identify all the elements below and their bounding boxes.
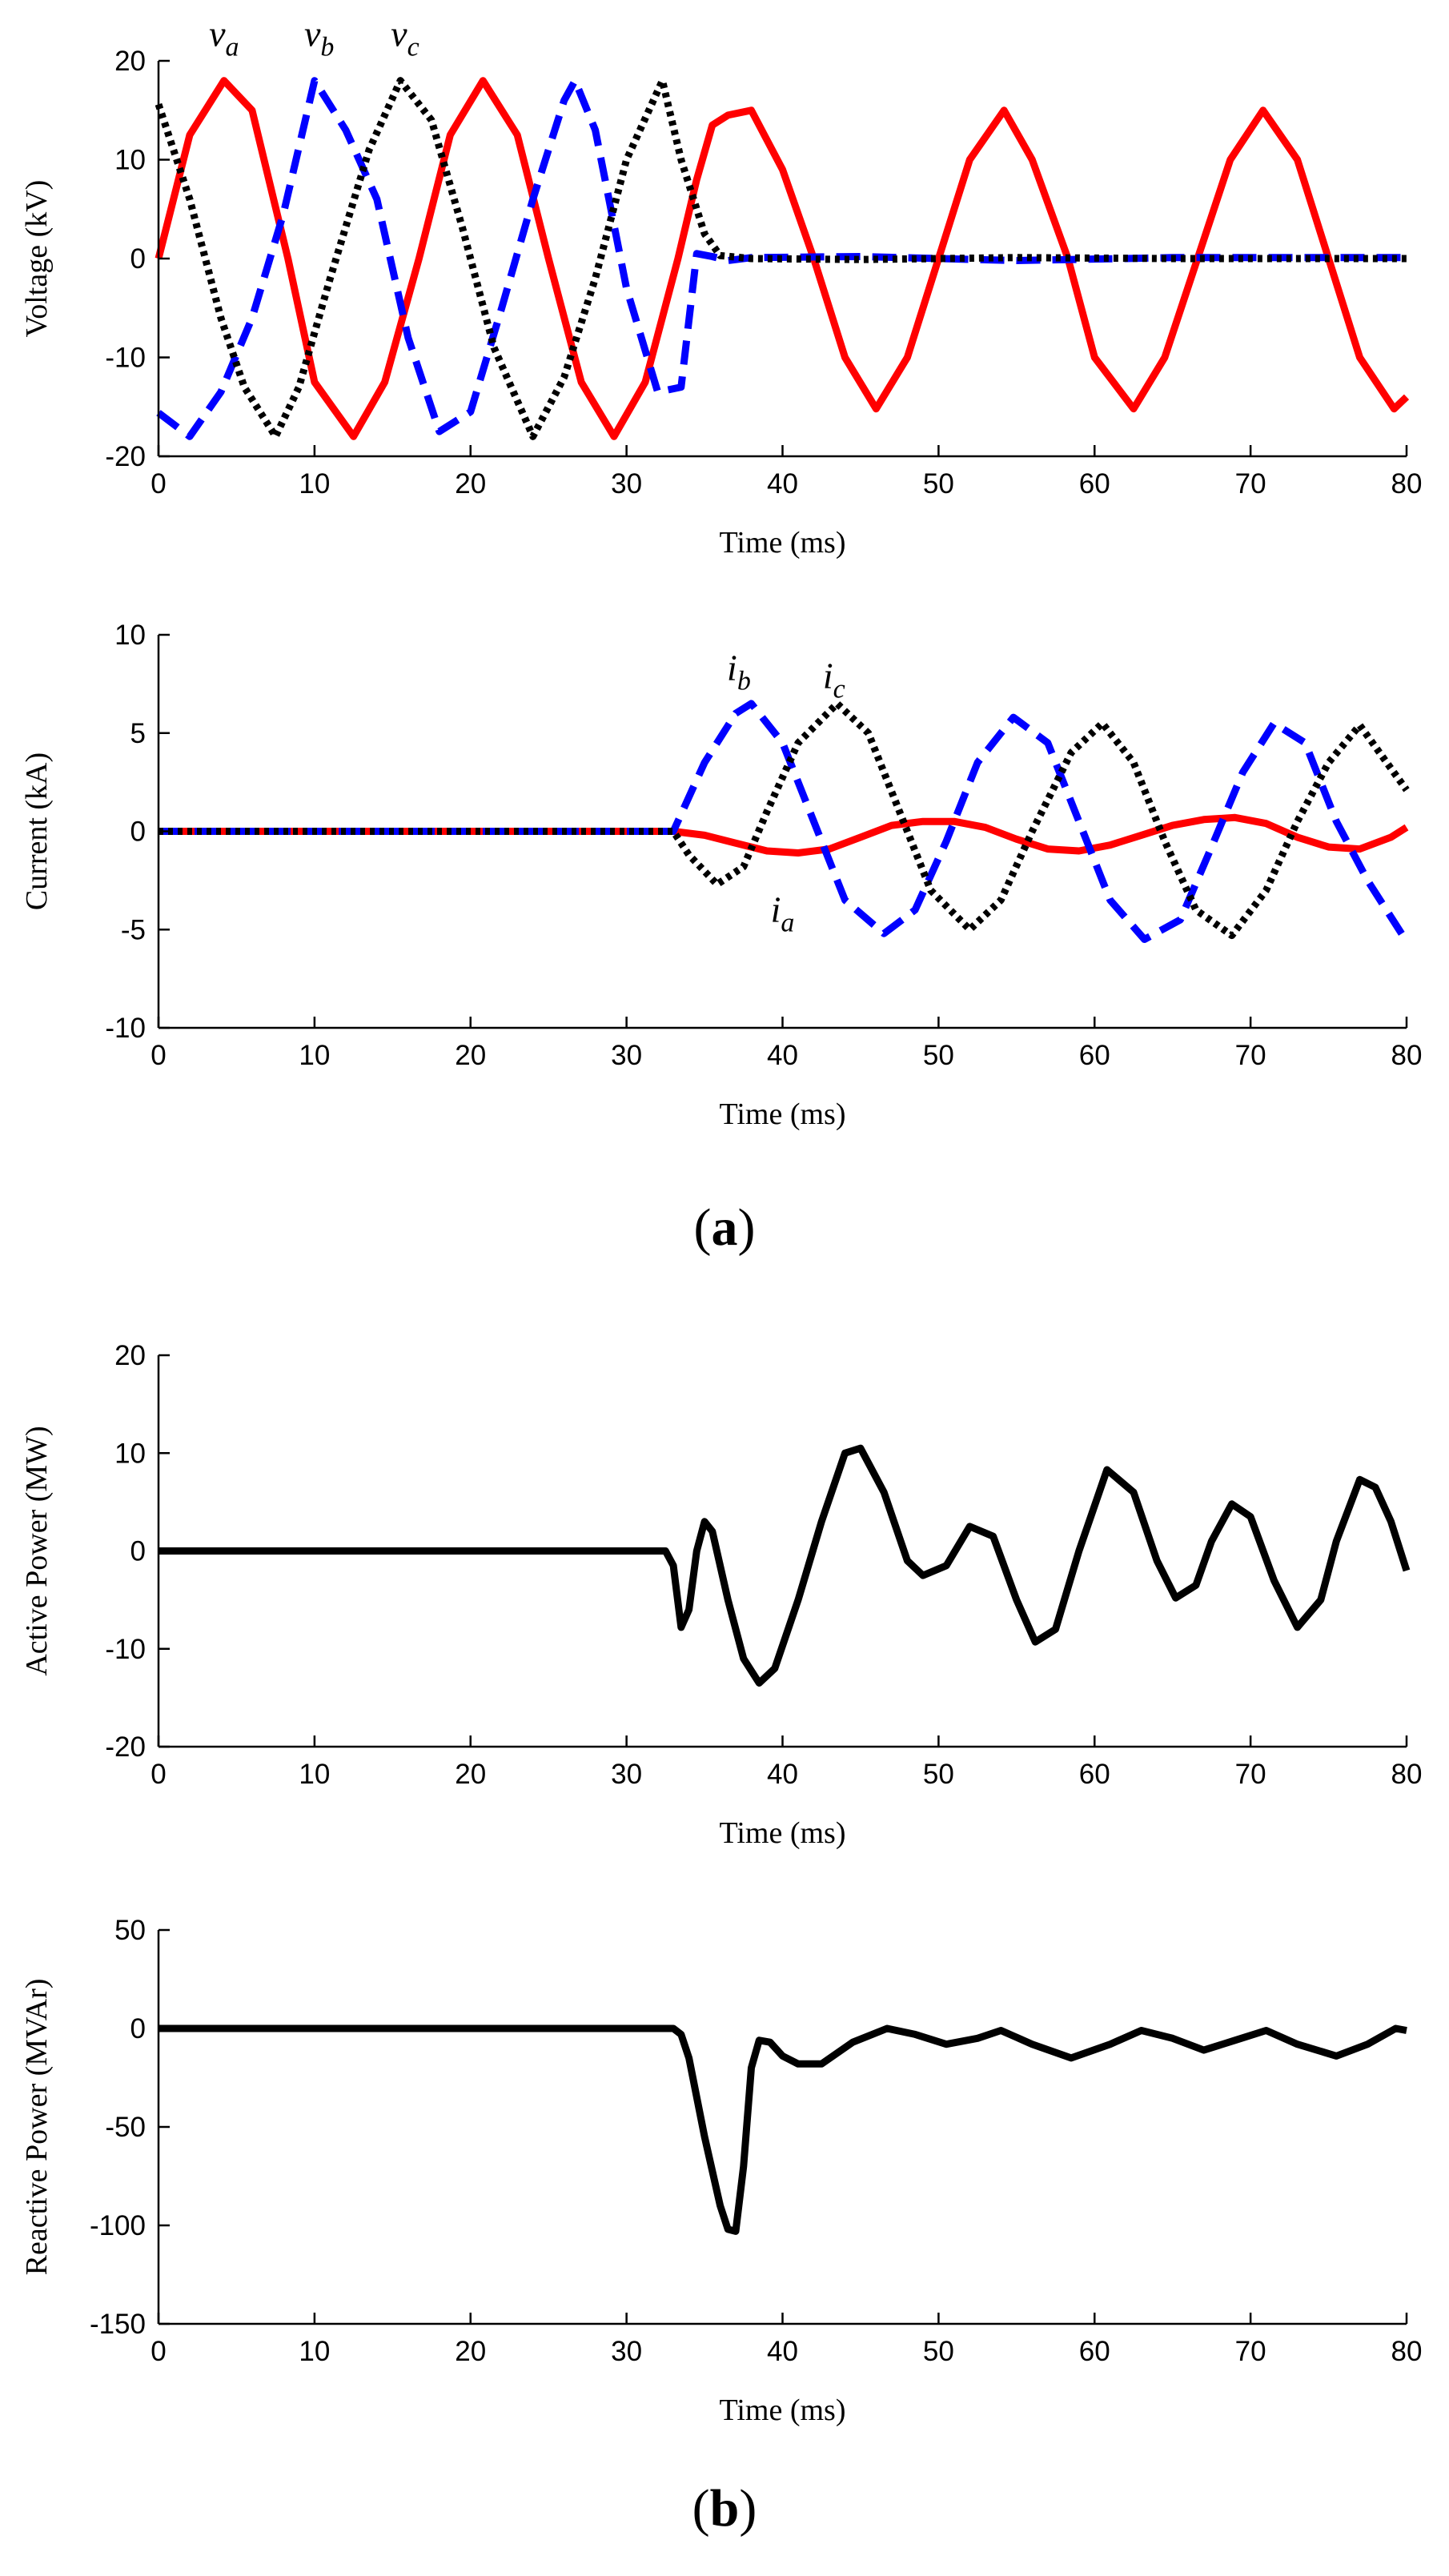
x-tick-label: 30 — [611, 1759, 642, 1790]
curve-annotation-vc: vc — [391, 13, 419, 62]
y-axis-label: Voltage (kV) — [20, 180, 54, 338]
x-tick-label: 0 — [151, 2336, 166, 2367]
y-axis-label: Current (kA) — [20, 752, 54, 910]
y-tick-label: -10 — [105, 1013, 146, 1044]
panel-label-b: (b) — [692, 2479, 757, 2538]
x-axis-label: Time (ms) — [719, 2393, 845, 2427]
y-tick-label: 0 — [130, 243, 146, 275]
series-line-ib — [159, 700, 1410, 944]
y-tick-label: 5 — [130, 718, 146, 749]
x-tick-label: 80 — [1391, 2336, 1423, 2367]
x-tick-label: 10 — [299, 2336, 330, 2367]
x-axis-label: Time (ms) — [719, 1097, 845, 1131]
x-tick-label: 80 — [1391, 1759, 1423, 1790]
x-tick-label: 50 — [923, 2336, 954, 2367]
series-line-ic — [159, 700, 1410, 940]
x-tick-label: 40 — [767, 468, 798, 500]
x-tick-label: 40 — [767, 1759, 798, 1790]
y-tick-label: -5 — [121, 914, 146, 945]
x-axis-label: Time (ms) — [719, 526, 845, 560]
curve-annotation-va: va — [209, 13, 239, 62]
y-tick-label: -100 — [90, 2210, 146, 2241]
y-tick-label: -10 — [105, 1634, 146, 1665]
panel-label-a: (a) — [694, 1198, 756, 1257]
y-tick-label: 20 — [114, 46, 146, 77]
x-tick-label: 60 — [1079, 1040, 1110, 1071]
x-tick-label: 10 — [299, 1759, 330, 1790]
y-tick-label: 0 — [130, 817, 146, 848]
x-tick-label: 70 — [1235, 1040, 1266, 1071]
reactive-power-chart: 0 10 20 30 40 50 60 70 80 -150 -100 -50 0 50 Time (ms)… — [20, 1915, 1422, 2427]
y-tick-label: 10 — [114, 620, 146, 651]
x-tick-label: 60 — [1079, 1759, 1110, 1790]
x-tick-label: 0 — [151, 468, 166, 500]
x-axis-label: Time (ms) — [719, 1816, 845, 1850]
x-tick-label: 40 — [767, 1040, 798, 1071]
voltage-chart: 0 10 20 30 40 50 60 70 80 -20 -10 0 10 20 Time (ms) Vol… — [20, 13, 1422, 560]
x-tick-label: 80 — [1391, 468, 1423, 500]
x-tick-label: 50 — [923, 1040, 954, 1071]
series-line-Q — [159, 2024, 1407, 2235]
curve-annotation-ic: ic — [823, 655, 845, 704]
y-tick-label: -10 — [105, 343, 146, 374]
x-tick-label: 0 — [151, 1759, 166, 1790]
curve-annotation-ia: ia — [771, 889, 795, 937]
y-tick-label: -20 — [105, 1731, 146, 1763]
x-tick-label: 40 — [767, 2336, 798, 2367]
series-line-va — [155, 77, 1410, 440]
x-tick-label: 20 — [455, 2336, 486, 2367]
y-tick-label: 10 — [114, 1438, 146, 1469]
x-tick-label: 80 — [1391, 1040, 1423, 1071]
x-tick-label: 50 — [923, 1759, 954, 1790]
y-tick-label: 20 — [114, 1340, 146, 1371]
x-tick-label: 50 — [923, 468, 954, 500]
curve-annotation-vb: vb — [304, 13, 334, 62]
x-tick-label: 10 — [299, 468, 330, 500]
y-axis-label: Active Power (MW) — [20, 1426, 54, 1675]
x-tick-label: 70 — [1235, 468, 1266, 500]
x-tick-label: 0 — [151, 1040, 166, 1071]
current-chart: 0 10 20 30 40 50 60 70 80 -10 -5 0 5 10 Time (ms) Curre… — [20, 620, 1422, 1131]
y-tick-label: 0 — [130, 2013, 146, 2044]
active-power-chart: 0 10 20 30 40 50 60 70 80 -20 -10 0 10 20 Time (ms) Act… — [20, 1340, 1422, 1850]
x-tick-label: 60 — [1079, 468, 1110, 500]
y-axis-label: Reactive Power (MVAr) — [20, 1979, 54, 2276]
x-tick-label: 70 — [1235, 1759, 1266, 1790]
series-line-vc — [155, 77, 1407, 440]
x-tick-label: 70 — [1235, 2336, 1266, 2367]
x-tick-label: 30 — [611, 2336, 642, 2367]
y-tick-label: -150 — [90, 2309, 146, 2340]
y-tick-label: 10 — [114, 145, 146, 176]
x-tick-label: 30 — [611, 1040, 642, 1071]
x-tick-label: 20 — [455, 1759, 486, 1790]
x-tick-label: 20 — [455, 1040, 486, 1071]
x-tick-label: 10 — [299, 1040, 330, 1071]
curve-annotation-ib: ib — [727, 647, 751, 696]
y-tick-label: -50 — [105, 2112, 146, 2143]
x-tick-label: 30 — [611, 468, 642, 500]
x-tick-label: 60 — [1079, 2336, 1110, 2367]
y-tick-label: 50 — [114, 1915, 146, 1946]
y-tick-label: -20 — [105, 441, 146, 472]
series-line-P — [159, 1444, 1411, 1687]
x-tick-label: 20 — [455, 468, 486, 500]
y-tick-label: 0 — [130, 1536, 146, 1567]
